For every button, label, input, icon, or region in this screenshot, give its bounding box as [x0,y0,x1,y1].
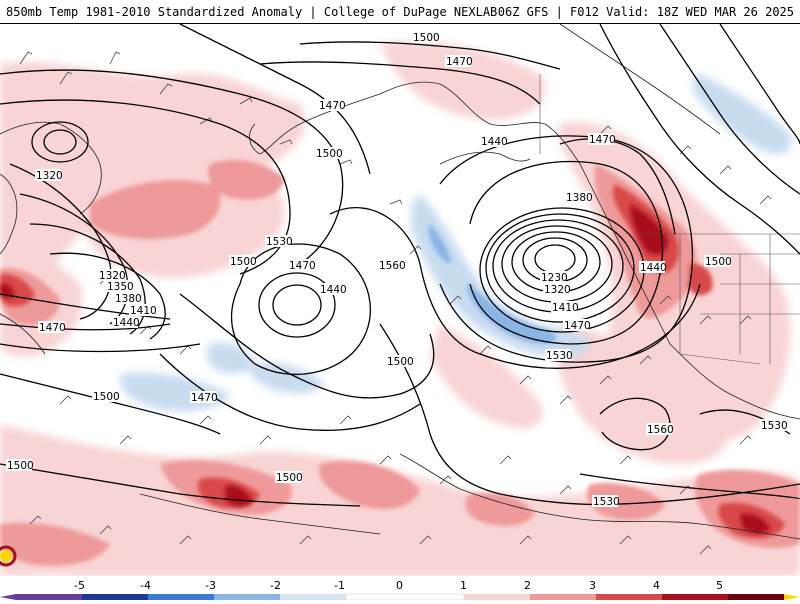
contour-label: 1500 [230,256,257,268]
contour-label: 1440 [481,136,508,148]
anomaly-extreme-spot [0,545,17,567]
wind-barbs [19,51,772,555]
contour-label: 1500 [413,32,440,44]
contour-label: 1470 [39,322,66,334]
colorbar-segment [662,594,728,600]
colorbar-tick: -2 [270,579,281,592]
contour-label: 1500 [276,472,303,484]
map-header: 850mb Temp 1981-2010 Standardized Anomal… [0,0,800,24]
colorbar-tick: 4 [653,579,660,592]
colorbar-segment [596,594,662,600]
contour-label: 1500 [93,391,120,403]
map-canvas: 1500 1470 1470 1440 1470 1320 1500 1380 … [0,24,800,576]
weather-map: 1500 1470 1470 1440 1470 1320 1500 1380 … [0,24,800,576]
colorbar-tick: -3 [205,579,216,592]
colorbar-tick: 1 [460,579,467,592]
contour-label: 1410 [130,305,157,317]
contour-label: 1500 [705,256,732,268]
contour-label: 1470 [564,320,591,332]
contour-label: 1530 [593,496,620,508]
contour-label: 1500 [387,356,414,368]
contour-label: 1560 [647,424,674,436]
contour-label: 1440 [320,284,347,296]
contour-label: 1470 [191,392,218,404]
colorbar-segment [148,594,214,600]
contour-label: 1530 [546,350,573,362]
contour-label: 1470 [589,134,616,146]
contour-label: 1410 [552,302,579,314]
colorbar: -5 -4 -3 -2 -1 0 1 2 3 4 5 [0,576,800,601]
colorbar-tick: 0 [396,579,403,592]
colorbar-segment [280,594,346,600]
colorbar-tick: 5 [716,579,723,592]
political-borders [539,74,800,365]
colorbar-segment [530,594,596,600]
colorbar-segment [345,593,465,601]
coastlines [0,24,800,540]
contour-label: 1320 [36,170,63,182]
colorbar-svg: -5 -4 -3 -2 -1 0 1 2 3 4 5 [0,579,800,601]
colorbar-segment [728,594,784,600]
colorbar-tick: -1 [334,579,345,592]
contour-label: 1470 [319,100,346,112]
contour-label: 1470 [446,56,473,68]
contour-label: 1500 [7,460,34,472]
colorbar-tick: 3 [589,579,596,592]
colorbar-segment [16,594,82,600]
colorbar-segment [82,594,148,600]
contour-label: 1530 [266,236,293,248]
colorbar-tick: 2 [524,579,531,592]
colorbar-segment [464,594,530,600]
colorbar-tick: -4 [140,579,151,592]
colorbar-tick: -5 [74,579,85,592]
contour-label: 1530 [761,420,788,432]
contour-label: 1560 [379,260,406,272]
contour-label: 1230 [541,272,568,284]
contour-label: 1320 [544,284,571,296]
contour-label: 1320 [99,270,126,282]
contour-label: 1440 [113,317,140,329]
contour-label: 1470 [289,260,316,272]
contour-label: 1350 [107,281,134,293]
contour-labels: 1500 1470 1470 1440 1470 1320 1500 1380 … [6,31,788,508]
contour-label: 1380 [115,293,142,305]
contour-label: 1500 [316,148,343,160]
contour-label: 1380 [566,192,593,204]
map-title: 850mb Temp 1981-2010 Standardized Anomal… [6,5,498,19]
model-run-info: 06Z GFS | F012 Valid: 18Z WED MAR 26 202… [497,5,794,19]
contour-label: 1440 [640,262,667,274]
colorbar-segment [214,594,280,600]
